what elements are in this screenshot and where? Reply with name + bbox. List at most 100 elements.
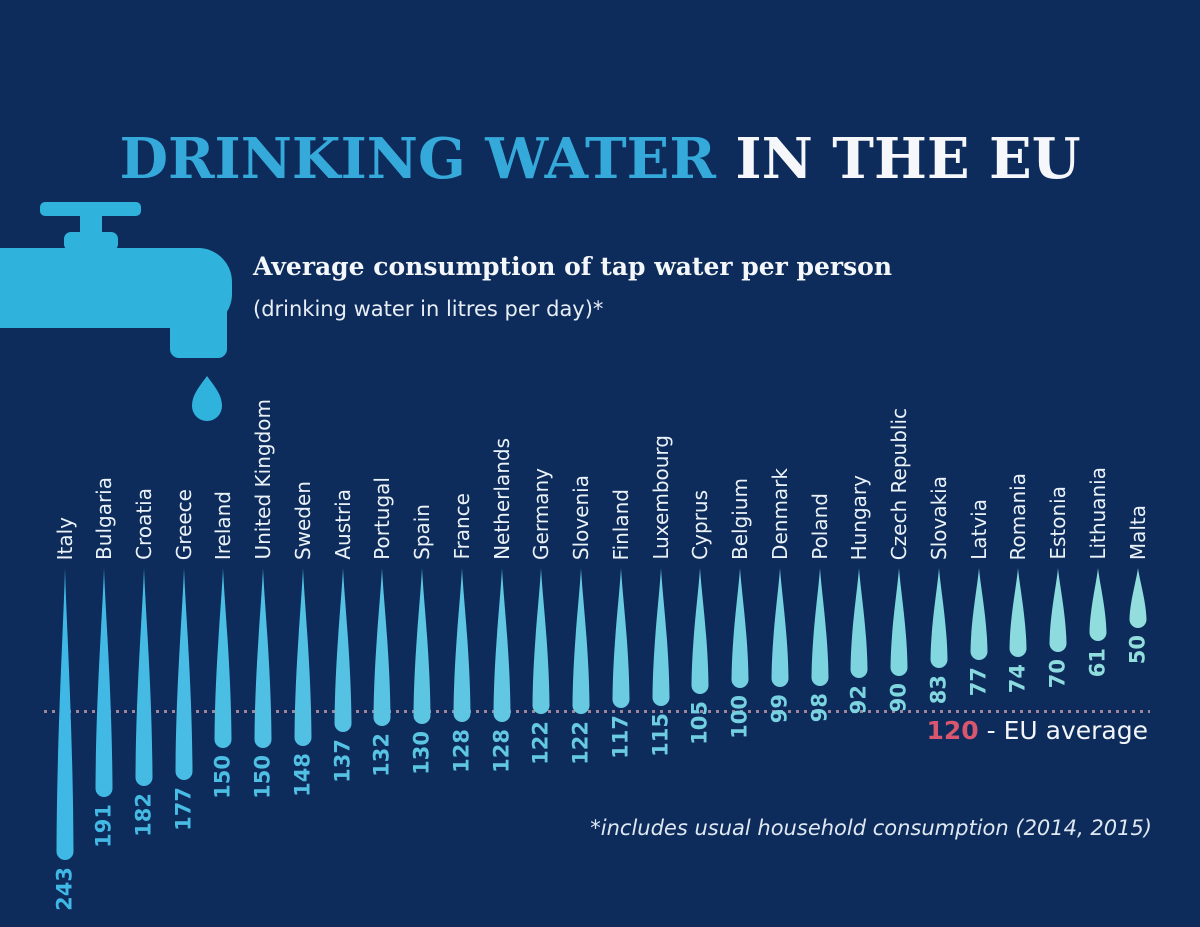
chart-column: Bulgaria 191 xyxy=(84,404,124,927)
value-label-text: 177 xyxy=(171,787,196,831)
value-label-text: 182 xyxy=(131,793,156,837)
value-label: 177 xyxy=(171,787,196,835)
country-label: Luxembourg xyxy=(649,404,673,560)
value-label-text: 128 xyxy=(489,729,514,773)
value-label: 150 xyxy=(211,755,235,803)
country-label: Slovakia xyxy=(926,404,951,560)
chart-column: Hungary 92 xyxy=(839,404,879,927)
country-label-text: Denmark xyxy=(767,468,792,560)
country-label: United Kingdom xyxy=(251,399,275,560)
value-label-text: 70 xyxy=(1045,659,1070,689)
value-label-text: 191 xyxy=(91,804,116,848)
value-label: 117 xyxy=(608,715,632,763)
value-label-text: 83 xyxy=(926,675,951,705)
country-label-text: Netherlands xyxy=(489,438,514,560)
country-label: Poland xyxy=(807,404,832,560)
value-label-text: 90 xyxy=(886,683,911,713)
chart-column: Spain 130 xyxy=(402,404,442,927)
value-label: 90 xyxy=(886,683,911,716)
water-drop-bar xyxy=(970,568,988,660)
value-label: 92 xyxy=(846,685,871,718)
water-drop-bar-shape xyxy=(1089,568,1107,641)
country-label: Hungary xyxy=(847,404,871,560)
water-drop-bar xyxy=(214,568,232,748)
value-label-text: 77 xyxy=(966,667,991,697)
value-label: 137 xyxy=(330,739,355,787)
chart-column: Malta 50 xyxy=(1118,404,1158,927)
country-label-text: Malta xyxy=(1125,504,1150,560)
water-drop-bar-shape xyxy=(572,568,590,714)
water-drop-bar-shape xyxy=(930,568,948,668)
value-label-text: 150 xyxy=(250,755,275,799)
chart-column: Romania 74 xyxy=(998,404,1038,927)
water-drop-bar xyxy=(691,568,709,694)
water-drop-bar-shape xyxy=(652,568,670,706)
country-label-text: Croatia xyxy=(131,488,156,560)
country-label-text: Sweden xyxy=(290,480,315,560)
value-label-text: 61 xyxy=(1085,648,1110,678)
value-label-text: 130 xyxy=(409,731,434,775)
chart-column: Slovakia 83 xyxy=(919,404,959,927)
water-drop-bar xyxy=(612,568,630,708)
value-label: 128 xyxy=(489,729,514,777)
tap-spout-icon xyxy=(170,293,227,358)
country-label: Portugal xyxy=(370,404,394,560)
value-label-text: 105 xyxy=(687,701,712,745)
water-drop-bar xyxy=(1049,568,1067,652)
value-label: 130 xyxy=(409,731,434,779)
water-drop-bar-shape xyxy=(294,568,312,746)
water-drop-bar xyxy=(1129,568,1147,628)
water-drop-bar xyxy=(771,568,789,687)
value-label: 98 xyxy=(807,693,831,726)
value-label: 191 xyxy=(91,804,116,852)
tap-water-drop-large-icon xyxy=(192,376,222,421)
value-label-text: 122 xyxy=(528,721,553,765)
country-label-text: Poland xyxy=(807,493,832,560)
value-label: 128 xyxy=(449,729,473,777)
value-label: 61 xyxy=(1085,648,1110,681)
country-label: Finland xyxy=(609,404,633,560)
chart-column: Lithuania 61 xyxy=(1078,404,1118,927)
value-label-text: 92 xyxy=(846,685,871,715)
water-drop-bar xyxy=(254,568,272,748)
value-label: 70 xyxy=(1045,659,1070,692)
water-drop-bar-shape xyxy=(771,568,789,687)
water-drop-bar-shape xyxy=(850,568,868,678)
water-drop-bar-shape xyxy=(731,568,749,688)
chart-column: Finland 117 xyxy=(601,404,641,927)
value-label-text: 122 xyxy=(568,721,593,765)
country-label: Belgium xyxy=(728,404,752,560)
country-label-text: Cyprus xyxy=(688,490,713,560)
country-label: Croatia xyxy=(131,404,156,560)
chart-subtitle-block: Average consumption of tap water per per… xyxy=(253,252,892,321)
water-drop-bar-shape xyxy=(612,568,630,708)
value-label-text: 132 xyxy=(369,733,394,777)
water-drop-bar xyxy=(135,568,153,786)
value-label-text: 137 xyxy=(330,739,355,783)
country-label-text: Greece xyxy=(171,488,196,560)
tap-bonnet-icon xyxy=(64,232,118,251)
water-drop-bar-shape xyxy=(453,568,471,722)
country-label-text: Slovakia xyxy=(926,476,951,560)
value-label: 132 xyxy=(369,733,394,781)
water-drop-bar-shape xyxy=(532,568,550,714)
value-label: 50 xyxy=(1125,635,1149,668)
country-label: Cyprus xyxy=(688,404,713,560)
chart-column: Czech Republic 90 xyxy=(879,404,919,927)
country-label: Ireland xyxy=(211,404,235,560)
value-label: 83 xyxy=(926,675,951,708)
country-label: Slovenia xyxy=(569,404,593,560)
page-title: DRINKING WATER IN THE EU xyxy=(0,126,1200,192)
water-drop-bar xyxy=(652,568,670,706)
country-label: Denmark xyxy=(767,404,792,560)
country-label-text: Bulgaria xyxy=(92,477,117,560)
chart-column: Sweden 148 xyxy=(283,404,323,927)
chart-column: Ireland 150 xyxy=(203,404,243,927)
water-drop-bar-shape xyxy=(970,568,988,660)
chart-column: Portugal 132 xyxy=(362,404,402,927)
water-drop-bar-shape xyxy=(1129,568,1147,628)
footnote: *includes usual household consumption (2… xyxy=(590,816,1152,840)
country-label-text: France xyxy=(449,493,474,560)
water-drop-bar-shape xyxy=(1049,568,1067,652)
value-label: 100 xyxy=(728,695,752,743)
